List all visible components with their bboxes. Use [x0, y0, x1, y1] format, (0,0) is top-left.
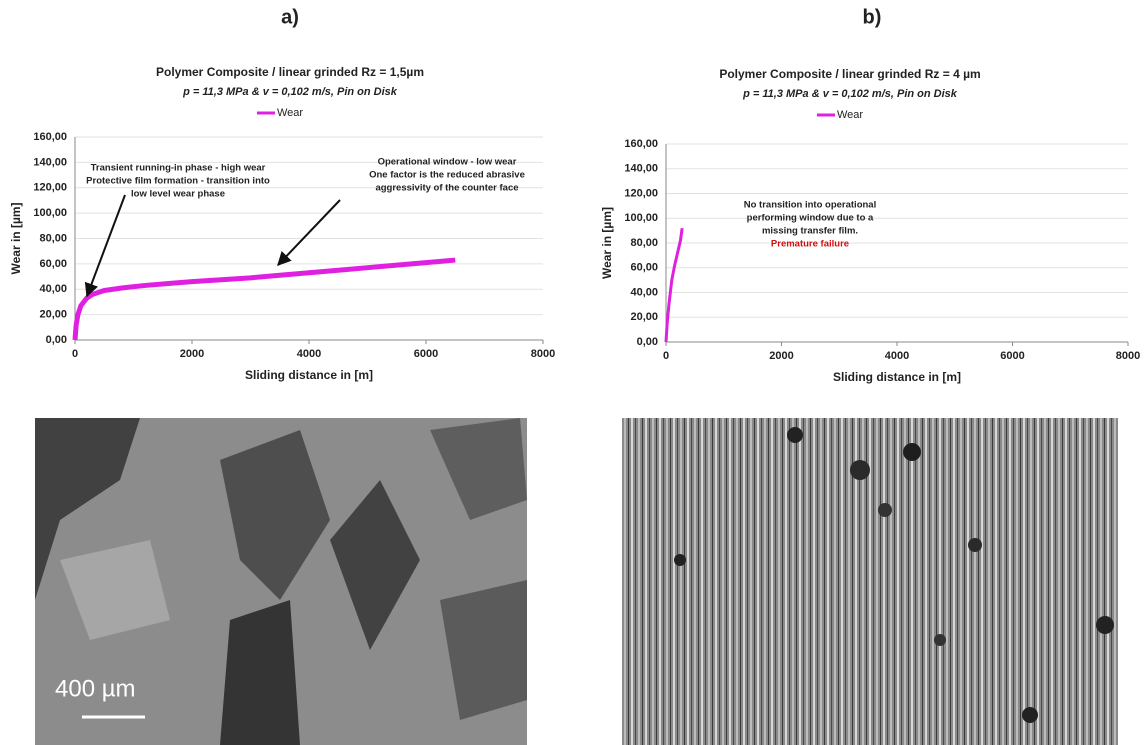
x-tick-label: 2000 — [769, 350, 793, 362]
y-axis-label: Wear in [µm] — [9, 202, 23, 274]
annotation-arrow — [278, 200, 340, 265]
x-tick-label: 2000 — [180, 348, 204, 360]
y-tick-label: 0,00 — [46, 334, 67, 346]
y-tick-label: 60,00 — [630, 262, 658, 274]
x-axis-label: Sliding distance in [m] — [833, 370, 961, 384]
y-tick-label: 20,00 — [630, 311, 658, 323]
x-tick-label: 8000 — [531, 348, 555, 360]
panel-label: a) — [281, 6, 299, 28]
data-line — [666, 228, 682, 342]
y-tick-label: 140,00 — [624, 163, 658, 175]
annotation: Operational window - low wear — [378, 157, 517, 168]
y-tick-label: 20,00 — [39, 309, 67, 321]
annotation: missing transfer film. — [762, 226, 858, 237]
y-axis-label: Wear in [µm] — [600, 207, 614, 279]
annotation-arrow — [87, 195, 125, 296]
scale-bar-label: 400 µm — [55, 675, 136, 702]
y-tick-label: 0,00 — [637, 336, 658, 348]
y-tick-label: 80,00 — [630, 237, 658, 249]
data-line — [75, 260, 455, 340]
y-tick-label: 100,00 — [33, 207, 67, 219]
annotation: Transient running-in phase - high wear — [91, 163, 266, 174]
chart-subtitle: p = 11,3 MPa & v = 0,102 m/s, Pin on Dis… — [182, 86, 398, 98]
y-tick-label: 40,00 — [39, 283, 67, 295]
x-axis-label: Sliding distance in [m] — [245, 368, 373, 382]
legend-label: Wear — [277, 107, 303, 119]
y-tick-label: 80,00 — [39, 232, 67, 244]
y-tick-label: 160,00 — [624, 138, 658, 150]
figure: a) b) 400 µm Polymer Composite / linear … — [0, 0, 1145, 745]
x-tick-label: 6000 — [414, 348, 438, 360]
x-tick-label: 8000 — [1116, 350, 1140, 362]
legend-label: Wear — [837, 109, 863, 121]
annotation: No transition into operational — [744, 200, 876, 211]
annotation-highlight: Premature failure — [771, 239, 849, 250]
y-tick-label: 120,00 — [33, 182, 67, 194]
micrograph: 400 µm — [35, 418, 527, 745]
x-tick-label: 4000 — [885, 350, 909, 362]
annotation: aggressivity of the counter face — [375, 183, 518, 194]
x-tick-label: 6000 — [1000, 350, 1024, 362]
panel-label: b) — [863, 6, 882, 28]
x-tick-label: 4000 — [297, 348, 321, 360]
micrograph — [622, 418, 1118, 745]
chart-title: Polymer Composite / linear grinded Rz = … — [719, 67, 980, 81]
x-tick-label: 0 — [72, 348, 78, 360]
y-tick-label: 40,00 — [630, 286, 658, 298]
y-tick-label: 60,00 — [39, 258, 67, 270]
annotation: low level wear phase — [131, 189, 225, 200]
y-tick-label: 140,00 — [33, 156, 67, 168]
annotation: Protective film formation - transition i… — [86, 176, 270, 187]
y-tick-label: 160,00 — [33, 131, 67, 143]
y-tick-label: 100,00 — [624, 212, 658, 224]
annotation: One factor is the reduced abrasive — [369, 170, 525, 181]
chart-title: Polymer Composite / linear grinded Rz = … — [156, 65, 424, 79]
x-tick-label: 0 — [663, 350, 669, 362]
chart-subtitle: p = 11,3 MPa & v = 0,102 m/s, Pin on Dis… — [742, 88, 958, 100]
annotation: performing window due to a — [747, 213, 874, 224]
y-tick-label: 120,00 — [624, 187, 658, 199]
